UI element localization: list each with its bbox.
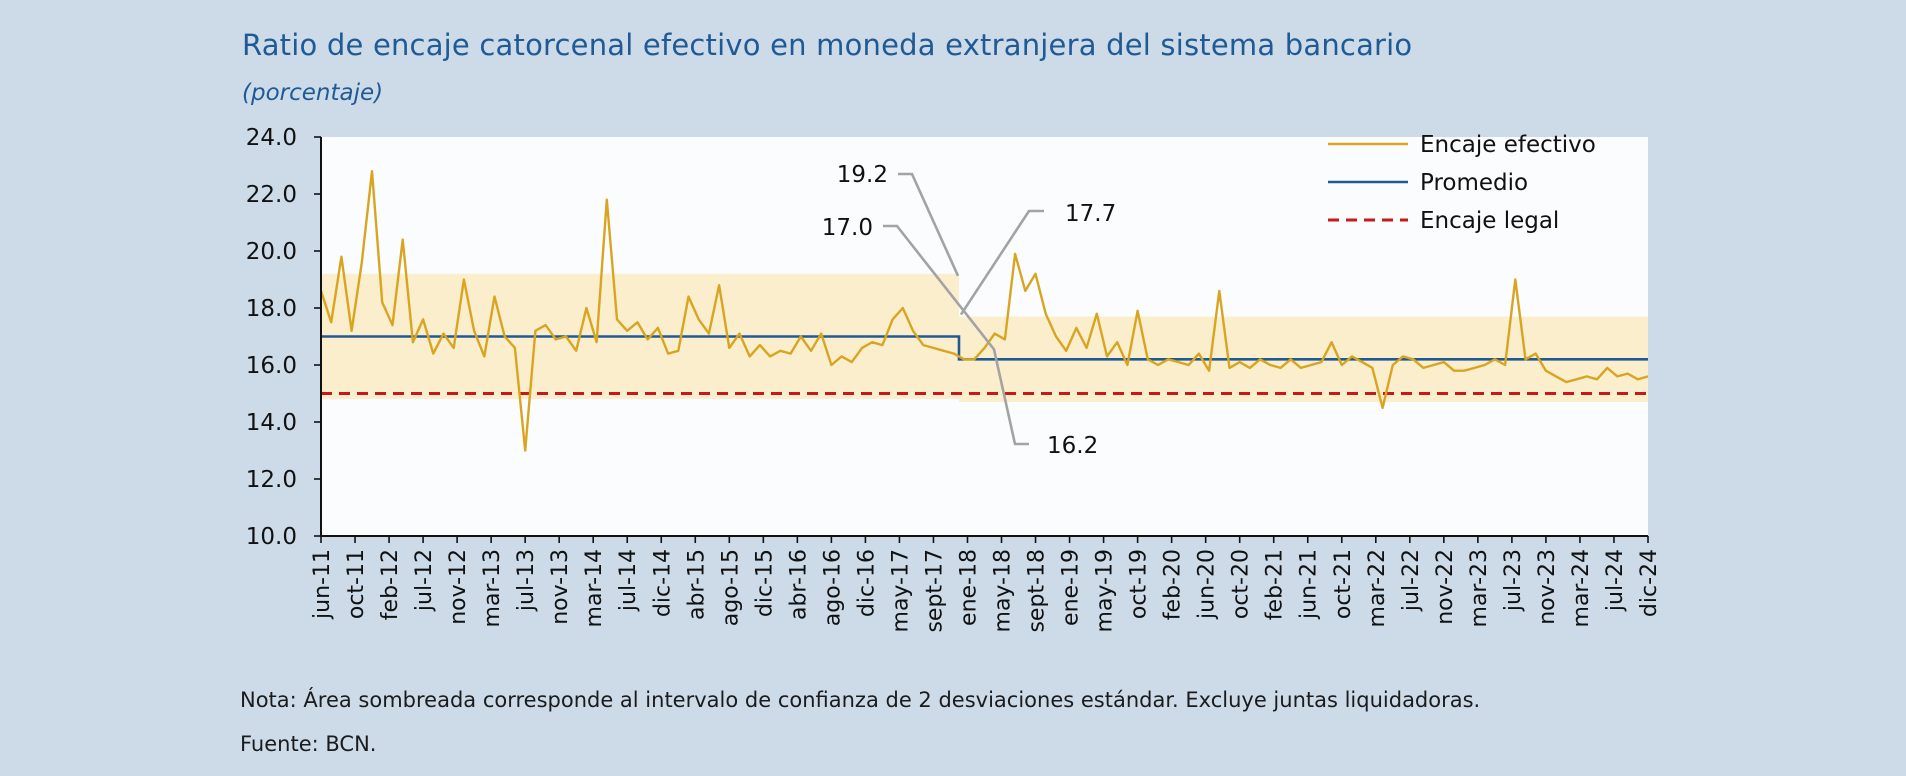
x-tick-label: nov-22	[1433, 549, 1458, 625]
x-tick-label: ene-19	[1059, 549, 1084, 626]
x-tick-label: oct-11	[344, 549, 369, 619]
legend-label: Encaje legal	[1420, 208, 1559, 234]
x-tick-label: ago-15	[718, 549, 743, 626]
annotation-label: 19.2	[837, 162, 888, 188]
annotation-label: 17.7	[1065, 201, 1116, 227]
chart-svg: 10.0 12.0 14.0 16.0 18.0 20.0 22.0 24.0 jun-11 oc…	[246, 125, 1662, 633]
annotation-leader-line	[959, 209, 1044, 316]
x-tick-label: ago-16	[820, 549, 845, 626]
x-tick-label: jul-22	[1399, 549, 1424, 612]
x-tick-label: jun-11	[310, 549, 335, 620]
annotation-label: 16.2	[1047, 433, 1098, 459]
x-tick-label: mar-14	[582, 549, 607, 627]
x-tick-label: may-17	[888, 549, 913, 632]
x-tick-label: dic-16	[854, 549, 879, 617]
x-tick-label: abr-16	[786, 549, 811, 620]
chart-note: Nota: Área sombreada corresponde al inte…	[240, 688, 1481, 712]
y-tick-label: 20.0	[246, 239, 297, 265]
x-tick-label: jul-12	[412, 549, 437, 612]
annotation-leader-line	[883, 224, 1029, 446]
annotation-label: 17.0	[822, 215, 873, 241]
annotation-leader-line	[898, 172, 960, 277]
x-tick-label: sept-18	[1025, 549, 1050, 633]
x-tick-label: jul-24	[1603, 549, 1628, 612]
x-tick-label: dic-24	[1637, 549, 1662, 617]
x-tick-label: ene-18	[956, 549, 981, 626]
legend-label: Promedio	[1420, 170, 1528, 196]
x-tick-label: jun-21	[1297, 549, 1322, 620]
x-tick-label: jul-13	[514, 549, 539, 612]
y-tick-label: 10.0	[246, 524, 297, 550]
x-tick-label: mar-22	[1365, 549, 1390, 627]
x-tick-label: oct-21	[1331, 549, 1356, 619]
x-tick-label: feb-20	[1161, 549, 1186, 620]
x-tick-label: feb-21	[1263, 549, 1288, 620]
x-tick-label: nov-12	[446, 549, 471, 625]
x-tick-label: mar-24	[1569, 549, 1594, 627]
legend-label: Encaje efectivo	[1420, 132, 1596, 158]
x-tick-label: may-19	[1093, 549, 1118, 632]
y-tick-label: 18.0	[246, 296, 297, 322]
x-tick-label: mar-23	[1467, 549, 1492, 627]
y-tick-label: 24.0	[246, 125, 297, 151]
x-tick-label: dic-15	[752, 549, 777, 617]
x-tick-label: feb-12	[378, 549, 403, 620]
x-tick-label: mar-13	[480, 549, 505, 627]
x-tick-label: abr-15	[684, 549, 709, 620]
chart-title: Ratio de encaje catorcenal efectivo en m…	[242, 28, 1413, 62]
promedio-line	[321, 335, 1648, 361]
y-tick-label: 12.0	[246, 467, 297, 493]
x-tick-label: oct-19	[1127, 549, 1152, 619]
x-tick-label: jul-14	[616, 549, 641, 612]
x-tick-label: nov-23	[1535, 549, 1560, 625]
x-tick-label: nov-13	[548, 549, 573, 625]
encaje-efectivo-line	[319, 169, 1649, 452]
chart-subtitle: (porcentaje)	[242, 80, 384, 106]
x-tick-label: may-18	[991, 549, 1016, 632]
y-tick-label: 14.0	[246, 410, 297, 436]
y-tick-label: 16.0	[246, 353, 297, 379]
x-tick-label: dic-14	[650, 549, 675, 617]
x-tick-label: sept-17	[922, 549, 947, 633]
chart-source: Fuente: BCN.	[240, 732, 377, 756]
x-tick-label: jun-20	[1195, 549, 1220, 620]
y-tick-label: 22.0	[246, 182, 297, 208]
x-tick-label: oct-20	[1229, 549, 1254, 619]
x-tick-label: jul-23	[1501, 549, 1526, 612]
